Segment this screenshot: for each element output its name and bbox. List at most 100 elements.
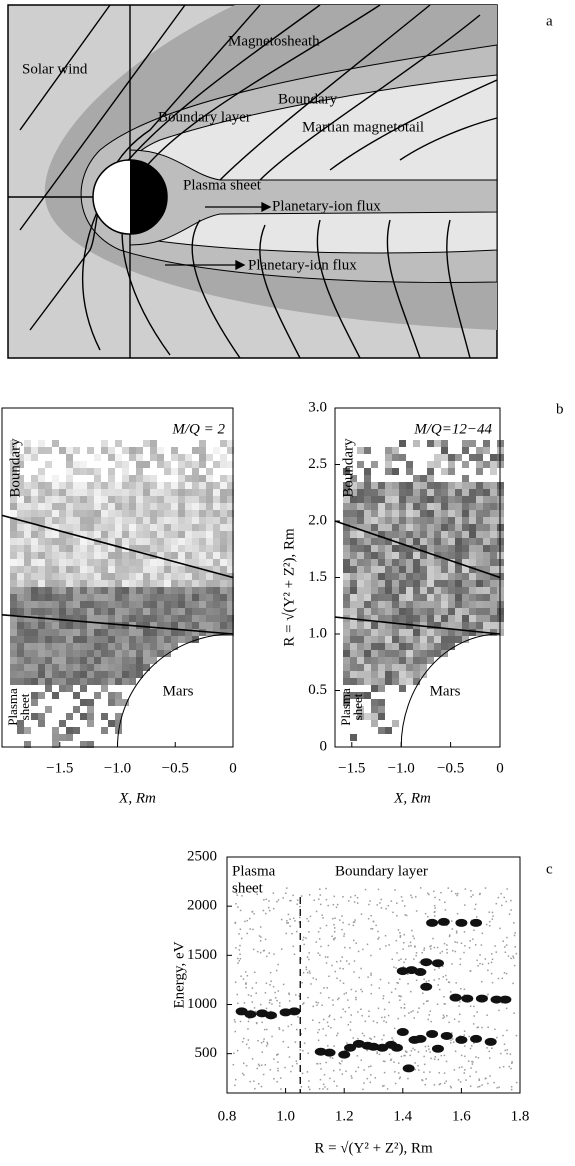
density-cell <box>427 552 434 559</box>
density-cell <box>378 657 385 664</box>
density-cell <box>406 601 413 608</box>
density-cell <box>178 461 185 468</box>
noise-dot <box>400 1055 403 1058</box>
density-cell <box>73 482 80 489</box>
density-cell <box>399 622 406 629</box>
density-cell <box>73 566 80 573</box>
density-cell <box>164 524 171 531</box>
density-cell <box>441 531 448 538</box>
density-cell <box>469 622 476 629</box>
density-cell <box>371 503 378 510</box>
density-cell <box>420 496 427 503</box>
density-cell <box>206 608 213 615</box>
noise-dot <box>464 888 467 890</box>
noise-dot <box>423 947 426 949</box>
noise-dot <box>240 975 242 978</box>
noise-dot <box>374 1077 377 1079</box>
noise-dot <box>510 1088 513 1091</box>
noise-dot <box>390 1058 393 1061</box>
density-cell <box>10 573 17 580</box>
density-cell <box>413 629 420 636</box>
density-cell <box>38 475 45 482</box>
x-tick-label: 0 <box>229 760 237 776</box>
density-cell <box>24 559 31 566</box>
noise-dot <box>326 1021 329 1024</box>
density-cell <box>378 496 385 503</box>
density-cell <box>357 587 364 594</box>
noise-dot <box>493 1081 495 1084</box>
noise-dot <box>319 1062 322 1065</box>
density-cell <box>129 524 136 531</box>
noise-dot <box>252 948 255 951</box>
density-cell <box>462 510 469 517</box>
noise-dot <box>258 935 261 937</box>
noise-dot <box>481 932 484 935</box>
density-cell <box>448 552 455 559</box>
density-cell <box>52 671 59 678</box>
noise-dot <box>410 1050 413 1052</box>
noise-dot <box>464 904 466 906</box>
density-cell <box>143 531 150 538</box>
noise-dot <box>322 1083 325 1086</box>
density-cell <box>343 503 350 510</box>
density-cell <box>94 678 101 685</box>
noise-dot <box>417 1051 420 1053</box>
density-cell <box>94 587 101 594</box>
density-cell <box>108 496 115 503</box>
density-cell <box>94 482 101 489</box>
density-cell <box>220 615 227 622</box>
density-cell <box>483 594 490 601</box>
noise-dot <box>238 960 241 962</box>
noise-dot <box>315 978 317 981</box>
density-cell <box>220 552 227 559</box>
density-cell <box>476 482 483 489</box>
noise-dot <box>361 1014 363 1017</box>
noise-dot <box>322 917 324 919</box>
noise-dot <box>491 918 494 920</box>
density-cell <box>45 531 52 538</box>
density-cell <box>150 482 157 489</box>
density-cell <box>73 664 80 671</box>
noise-dot <box>265 982 268 985</box>
density-cell <box>157 489 164 496</box>
density-cell <box>490 629 497 636</box>
noise-dot <box>423 978 425 981</box>
density-cell <box>66 510 73 517</box>
noise-dot <box>398 978 401 980</box>
noise-dot <box>327 904 329 907</box>
density-cell <box>136 657 143 664</box>
density-cell <box>483 552 490 559</box>
density-cell <box>199 496 206 503</box>
annotation: M/Q=12−44 <box>413 421 492 437</box>
density-cell <box>371 510 378 517</box>
noise-dot <box>271 1035 273 1038</box>
density-cell <box>476 496 483 503</box>
density-cell <box>490 496 497 503</box>
density-cell <box>143 545 150 552</box>
density-cell <box>406 517 413 524</box>
density-cell <box>413 531 420 538</box>
density-cell <box>343 538 350 545</box>
density-cell <box>413 503 420 510</box>
density-cell <box>343 699 350 706</box>
density-cell <box>122 699 129 706</box>
density-cell <box>469 531 476 538</box>
noise-dot <box>375 924 377 927</box>
density-cell <box>38 671 45 678</box>
density-cell <box>115 545 122 552</box>
density-cell <box>192 608 199 615</box>
density-cell <box>455 454 462 461</box>
density-cell <box>371 594 378 601</box>
noise-dot <box>248 1017 250 1020</box>
density-cell <box>378 622 385 629</box>
density-cell <box>448 636 455 643</box>
density-cell <box>192 496 199 503</box>
density-cell <box>441 447 448 454</box>
noise-dot <box>278 1005 281 1007</box>
density-cell <box>171 545 178 552</box>
density-cell <box>399 566 406 573</box>
density-cell <box>115 559 122 566</box>
noise-dot <box>298 995 301 997</box>
density-cell <box>378 573 385 580</box>
density-cell <box>17 454 24 461</box>
